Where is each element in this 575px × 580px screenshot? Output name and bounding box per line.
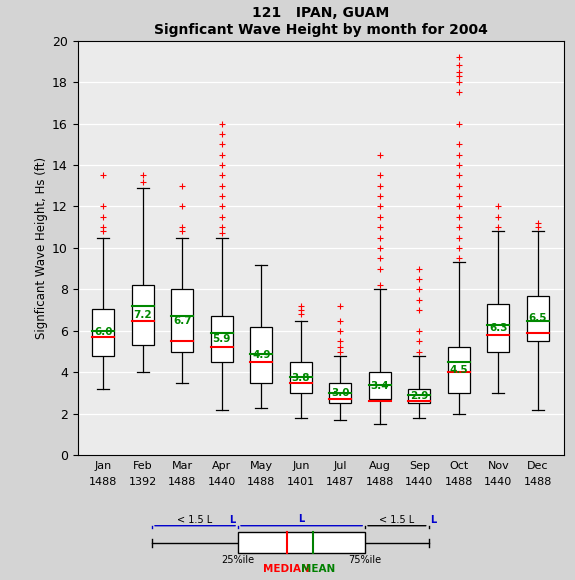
Text: 3.4: 3.4 [370, 381, 389, 391]
Bar [251, 327, 272, 383]
Bar [93, 309, 114, 356]
Title: 121   IPAN, GUAM
Signficant Wave Height by month for 2004: 121 IPAN, GUAM Signficant Wave Height by… [154, 6, 488, 37]
Text: 1401: 1401 [287, 477, 315, 487]
Text: Feb: Feb [133, 461, 152, 471]
Text: 1488: 1488 [168, 477, 197, 487]
Text: L: L [298, 514, 305, 524]
Text: 6.3: 6.3 [489, 323, 508, 333]
Text: 3.0: 3.0 [331, 388, 350, 398]
Bar [211, 316, 233, 362]
Text: 6.7: 6.7 [173, 316, 191, 325]
Text: < 1.5 L: < 1.5 L [380, 514, 415, 524]
Text: 25%ile: 25%ile [221, 556, 255, 566]
Text: Oct: Oct [449, 461, 469, 471]
Bar [488, 304, 509, 351]
Bar [238, 532, 365, 553]
Text: Mar: Mar [172, 461, 193, 471]
Text: 1488: 1488 [89, 477, 117, 487]
Y-axis label: Signficant Wave Height, Hs (ft): Signficant Wave Height, Hs (ft) [35, 157, 48, 339]
Text: 4.5: 4.5 [450, 365, 468, 375]
Text: 3.8: 3.8 [292, 372, 310, 383]
Text: L: L [431, 514, 437, 524]
Text: Aug: Aug [369, 461, 391, 471]
Bar [527, 296, 549, 341]
Bar [448, 347, 470, 393]
Text: Nov: Nov [488, 461, 509, 471]
Bar [171, 289, 193, 351]
Text: 1392: 1392 [129, 477, 157, 487]
Text: 75%ile: 75%ile [348, 556, 382, 566]
Bar [290, 362, 312, 393]
Text: 2.9: 2.9 [410, 391, 428, 401]
Text: 7.2: 7.2 [133, 310, 152, 320]
Bar [132, 285, 154, 346]
Text: MEDIAN: MEDIAN [263, 564, 310, 574]
Text: Sep: Sep [409, 461, 430, 471]
Text: 1488: 1488 [366, 477, 394, 487]
Text: May: May [250, 461, 273, 471]
Text: Jan: Jan [95, 461, 112, 471]
Text: 1488: 1488 [444, 477, 473, 487]
Text: 4.9: 4.9 [252, 350, 271, 360]
Text: Jun: Jun [292, 461, 309, 471]
Bar [369, 372, 390, 399]
Text: Apr: Apr [212, 461, 231, 471]
Text: 6.0: 6.0 [94, 328, 113, 338]
Bar [329, 383, 351, 404]
Text: 5.9: 5.9 [213, 334, 231, 344]
Bar [408, 389, 430, 404]
Text: MEAN: MEAN [301, 564, 336, 574]
Text: 1440: 1440 [405, 477, 434, 487]
Text: 1488: 1488 [524, 477, 552, 487]
Text: 1487: 1487 [326, 477, 355, 487]
Text: Dec: Dec [527, 461, 549, 471]
Text: Jul: Jul [334, 461, 347, 471]
Text: 1440: 1440 [208, 477, 236, 487]
Text: L: L [229, 514, 235, 524]
Text: 6.5: 6.5 [528, 313, 547, 324]
Text: 1488: 1488 [247, 477, 275, 487]
Text: 1440: 1440 [484, 477, 512, 487]
Text: < 1.5 L: < 1.5 L [178, 514, 213, 524]
